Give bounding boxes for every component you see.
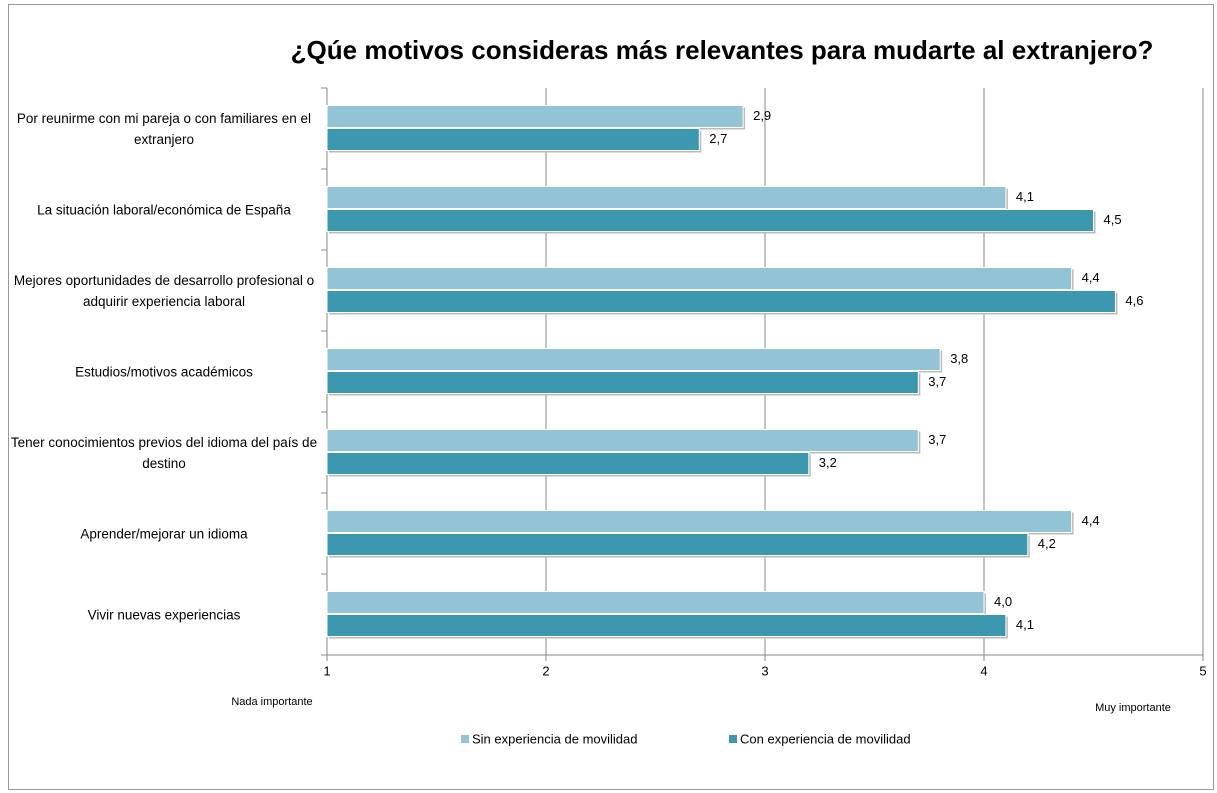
data-label: 4,2	[1038, 536, 1056, 551]
x-tick-label: 2	[542, 663, 549, 678]
axis-annotation: Muy importante	[1095, 702, 1171, 714]
data-label: 4,4	[1082, 513, 1100, 528]
bar	[326, 452, 810, 475]
bar	[326, 371, 919, 394]
bar	[326, 614, 1007, 637]
legend-label: Con experiencia de movilidad	[740, 731, 911, 746]
bar	[326, 510, 1073, 533]
data-label: 2,9	[753, 108, 771, 123]
data-label: 3,2	[819, 455, 837, 470]
bar	[326, 591, 985, 614]
bar	[326, 209, 1094, 232]
data-label: 4,6	[1125, 293, 1143, 308]
data-label: 2,7	[709, 131, 727, 146]
legend-swatch	[729, 735, 737, 743]
bar	[326, 267, 1073, 290]
y-tick-label: La situación laboral/económica de España	[37, 202, 291, 217]
bar	[326, 533, 1029, 556]
y-tick-label: Estudios/motivos académicos	[75, 364, 253, 379]
bar	[326, 348, 941, 371]
y-tick-label: Aprender/mejorar un idioma	[80, 526, 248, 541]
x-tick-label: 1	[323, 663, 330, 678]
y-tick-label: Vivir nuevas experiencias	[87, 607, 241, 622]
legend-label: Sin experiencia de movilidad	[472, 731, 637, 746]
data-label: 4,1	[1016, 617, 1034, 632]
y-tick-label: Mejores oportunidades de desarrollo prof…	[13, 272, 315, 309]
chart-title: ¿Qúe motivos consideras más relevantes p…	[291, 35, 1154, 65]
y-tick-label: Por reunirme con mi pareja o con familia…	[16, 110, 312, 147]
x-tick-label: 3	[761, 663, 768, 678]
data-label: 4,5	[1104, 212, 1122, 227]
bar	[326, 290, 1116, 313]
data-label: 3,8	[950, 351, 968, 366]
bar	[326, 105, 744, 128]
bar	[326, 128, 700, 151]
data-label: 3,7	[928, 374, 946, 389]
data-label: 4,4	[1082, 270, 1100, 285]
legend-swatch	[461, 735, 469, 743]
axis-annotation: Nada importante	[231, 696, 312, 708]
data-label: 3,7	[928, 432, 946, 447]
data-label: 4,1	[1016, 189, 1034, 204]
bar	[326, 186, 1007, 209]
y-tick-label: Tener conocimientos previos del idioma d…	[10, 434, 318, 471]
x-tick-label: 5	[1199, 663, 1206, 678]
bar	[326, 429, 919, 452]
x-tick-label: 4	[980, 663, 987, 678]
data-label: 4,0	[994, 594, 1012, 609]
